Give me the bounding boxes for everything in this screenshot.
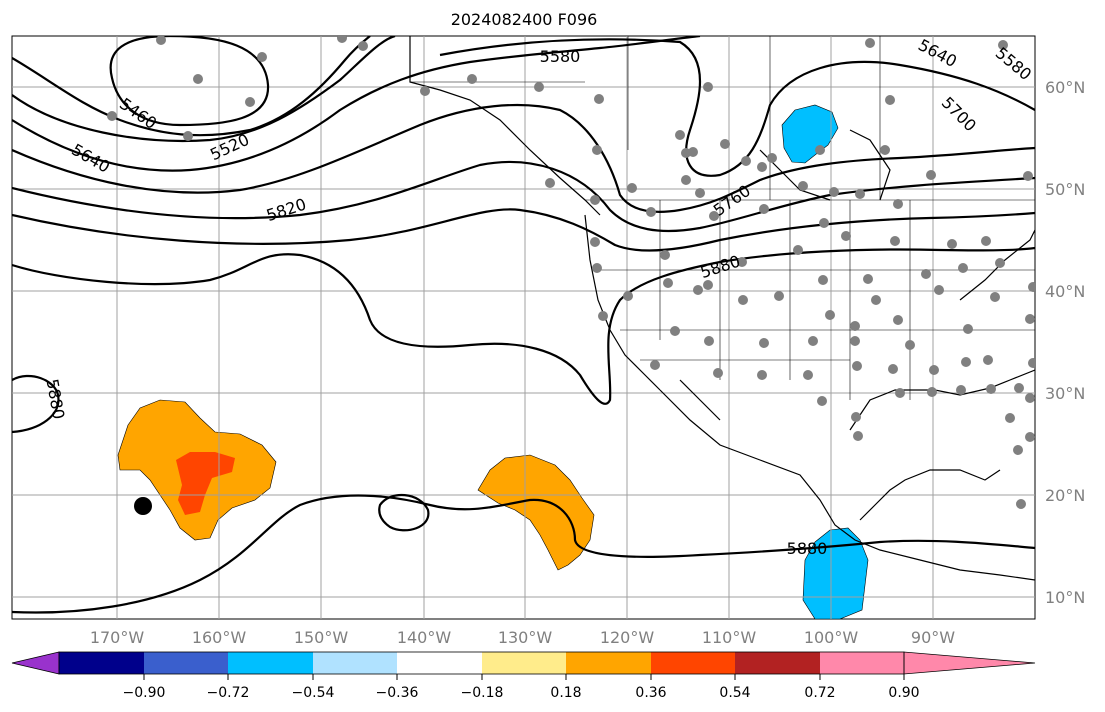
lon-label: 120°W xyxy=(600,628,655,647)
height-contours xyxy=(12,36,1035,614)
colorbar-segment xyxy=(144,652,228,674)
colorbar-segment xyxy=(397,652,482,674)
colorbar-extend-min xyxy=(11,651,60,675)
contour-label: 5580 xyxy=(540,47,581,66)
colorbar-segment xyxy=(59,652,144,674)
anomaly-region-central-america xyxy=(802,527,869,619)
colorbar-ticks xyxy=(143,674,905,680)
colorbar-tick-label: −0.54 xyxy=(292,685,335,701)
contour-5880-eddy xyxy=(378,493,430,532)
lon-label: 160°W xyxy=(192,628,247,647)
contour-5640-west xyxy=(12,36,701,172)
lat-label: 40°N xyxy=(1045,282,1085,301)
colorbar-tick-label: −0.36 xyxy=(376,685,419,701)
lat-label: 50°N xyxy=(1045,180,1085,199)
lat-label: 20°N xyxy=(1045,486,1085,505)
lon-label: 140°W xyxy=(397,628,452,647)
lon-label: 110°W xyxy=(702,628,757,647)
colorbar-segment xyxy=(820,652,904,674)
tc-position-marker xyxy=(134,497,152,515)
contour-5580-west xyxy=(12,36,371,137)
lon-label: 170°W xyxy=(90,628,145,647)
contour-5460 xyxy=(109,36,270,127)
contour-5880-main xyxy=(12,494,1035,614)
lon-label: 150°W xyxy=(294,628,349,647)
contour-5640-ridge xyxy=(12,103,1035,213)
anomaly-region-hawaii-east xyxy=(477,454,595,571)
map-title: 2024082400 F096 xyxy=(450,10,598,29)
colorbar-tick-label: 0.36 xyxy=(635,685,666,701)
colorbar-tick-label: −0.90 xyxy=(123,685,166,701)
contour-5820 xyxy=(12,246,1035,405)
contour-5760 xyxy=(12,208,1035,252)
colorbar-tick-label: 0.54 xyxy=(719,685,750,701)
lat-label: 30°N xyxy=(1045,384,1085,403)
lon-label: 130°W xyxy=(498,628,553,647)
colorbar-segment xyxy=(313,652,397,674)
colorbar-segment xyxy=(228,652,313,674)
colorbar-tick-label: −0.18 xyxy=(461,685,504,701)
colorbar-tick-label: 0.72 xyxy=(804,685,835,701)
contour-label: 5880 xyxy=(787,539,828,558)
colorbar-tick-label: −0.72 xyxy=(207,685,250,701)
colorbar-tick-label: 0.18 xyxy=(550,685,581,701)
colorbar-extend-max xyxy=(903,651,1036,675)
colorbar-segment xyxy=(735,652,820,674)
colorbar-segment xyxy=(566,652,651,674)
colorbar-segment xyxy=(482,652,566,674)
lon-label: 90°W xyxy=(911,628,955,647)
station-dots xyxy=(107,36,1035,509)
lon-label: 100°W xyxy=(804,628,859,647)
colorbar-segment xyxy=(651,652,735,674)
longitude-labels: 170°W 160°W 150°W 140°W 130°W 120°W 110°… xyxy=(90,628,955,647)
colorbar-tick-label: 0.90 xyxy=(888,685,919,701)
contour-5880-west xyxy=(12,374,60,434)
lat-label: 60°N xyxy=(1045,78,1085,97)
colorbar: −0.90 −0.72 −0.54 −0.36 −0.18 0.18 0.36 … xyxy=(11,651,1036,701)
map-content xyxy=(12,36,1035,619)
graticule xyxy=(12,36,1035,619)
contour-5520 xyxy=(12,36,396,143)
contour-5580-ridge xyxy=(439,38,1035,177)
anomaly-region-hawaii-west-core xyxy=(176,452,235,515)
latitude-labels: 60°N 50°N 40°N 30°N 20°N 10°N xyxy=(1045,78,1085,607)
anomaly-region-hudson-bay xyxy=(781,104,839,164)
lat-label: 10°N xyxy=(1045,588,1085,607)
